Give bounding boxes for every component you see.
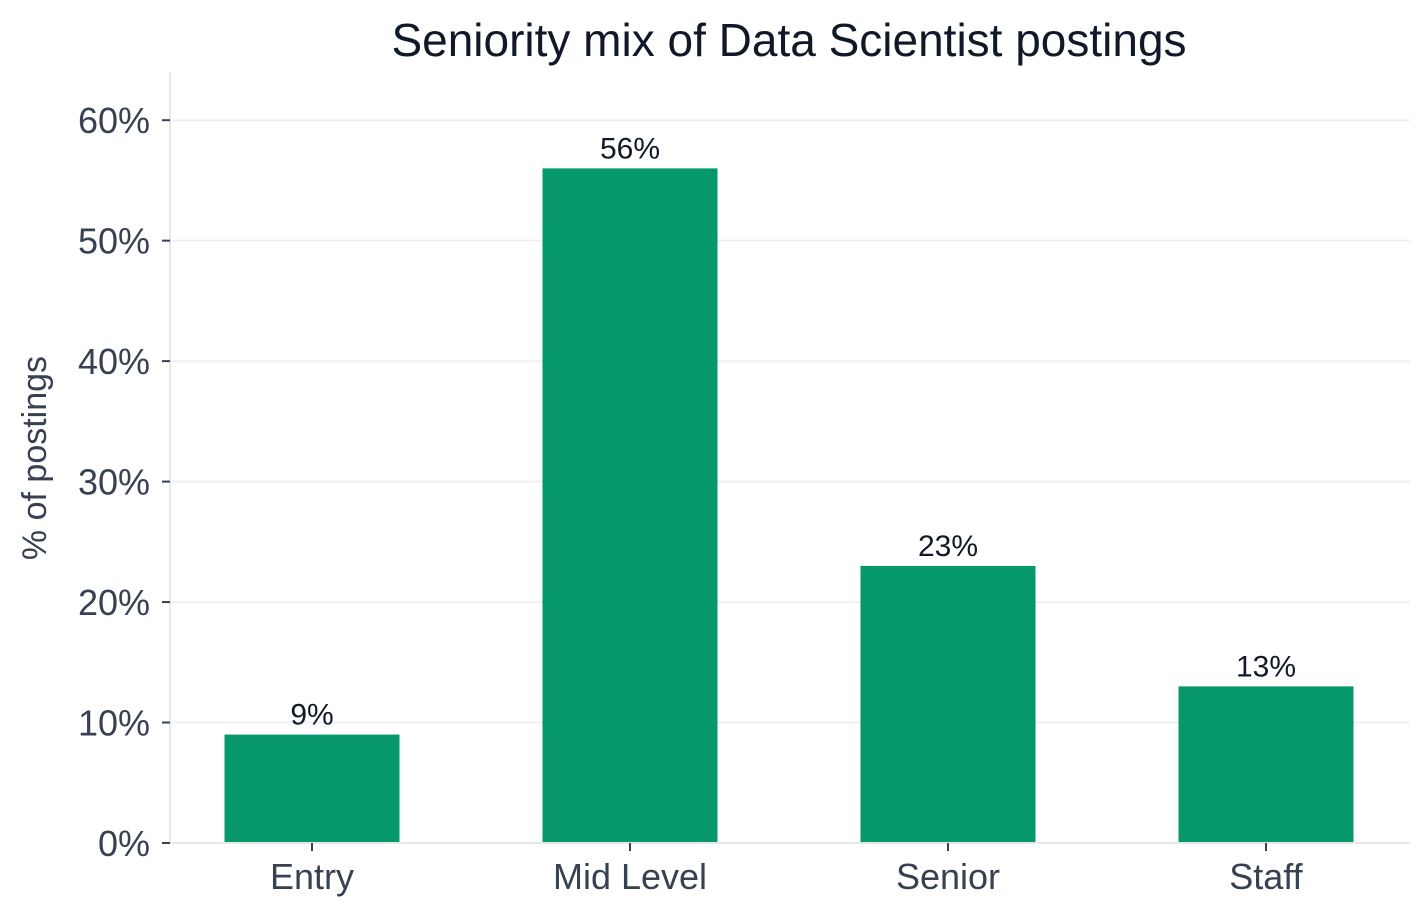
x-axis-ticks: Entry Mid Level Senior Staff [270,843,1304,897]
y-tick-label: 10% [78,703,150,744]
x-tick-label: Staff [1229,856,1303,897]
y-tick-label: 40% [78,341,150,382]
y-tick-label: 50% [78,221,150,262]
y-tick-label: 0% [98,823,150,864]
bar-staff [1178,686,1354,843]
axes [169,72,1410,844]
data-label: 56% [600,132,660,165]
bars [224,168,1354,843]
data-label: 9% [290,699,333,732]
bar-mid-level [542,168,718,843]
chart-title: Seniority mix of Data Scientist postings [391,14,1186,66]
x-tick-label: Senior [896,856,1000,897]
x-tick-label: Mid Level [553,856,707,897]
bar-entry [224,734,400,843]
y-axis-label: % of postings [16,356,54,560]
y-tick-label: 20% [78,582,150,623]
y-tick-label: 60% [78,100,150,141]
x-tick-label: Entry [270,856,354,897]
gridlines [170,119,1410,724]
data-label: 23% [918,530,978,563]
y-tick-label: 30% [78,462,150,503]
bar-senior [860,565,1036,843]
data-labels: 9% 56% 23% 13% [290,132,1296,731]
y-axis-ticks: 0% 10% 20% 30% 40% 50% 60% [78,100,170,864]
data-label: 13% [1236,650,1296,683]
